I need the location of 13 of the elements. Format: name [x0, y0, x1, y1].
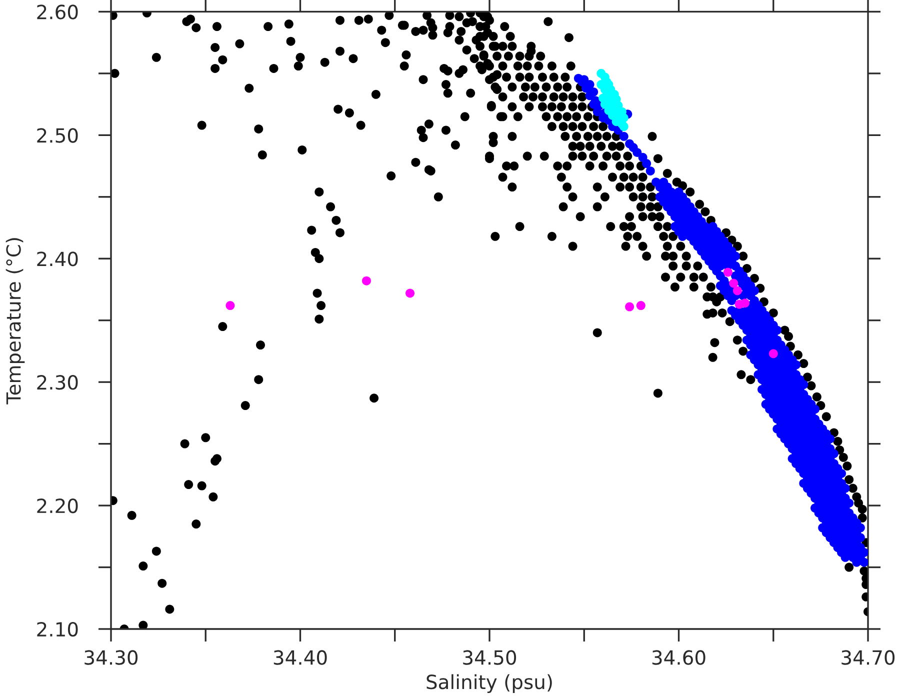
- y-tick-label: 2.60: [37, 4, 78, 20]
- y-tick-label: 2.10: [37, 622, 78, 637]
- x-tick-label: 34.50: [463, 650, 516, 665]
- x-axis-title: Salinity (psu): [426, 674, 552, 694]
- y-tick-label: 2.40: [37, 252, 78, 266]
- y-tick-label: 2.50: [37, 128, 78, 143]
- y-tick-label: 2.20: [37, 498, 78, 514]
- y-tick-label: 2.30: [37, 375, 78, 390]
- x-tick-label: 34.70: [842, 650, 895, 665]
- x-tick-label: 34.60: [652, 650, 706, 665]
- x-tick-label: 34.40: [274, 650, 327, 665]
- y-axis-title: Temperature (°C): [6, 238, 25, 404]
- x-tick-label: 34.30: [84, 650, 138, 665]
